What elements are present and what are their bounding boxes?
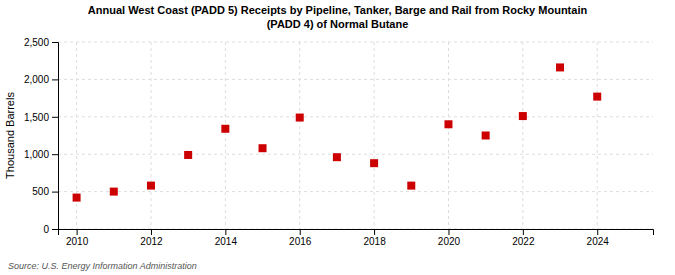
y-axis-label: Thousand Barrels (4, 92, 16, 179)
tick-mark (448, 229, 449, 235)
point (482, 132, 490, 140)
tick-mark (77, 229, 78, 235)
tick: 2,500 (24, 37, 58, 48)
tick: 2020 (438, 229, 461, 247)
point (296, 114, 304, 122)
title-line: (PADD 4) of Normal Butane (267, 18, 409, 30)
tick-mark (52, 79, 58, 80)
tick-label: 2012 (140, 236, 163, 247)
grid-line (299, 42, 300, 229)
grid-line (150, 42, 151, 229)
point (370, 159, 378, 167)
tick: 1,000 (24, 149, 58, 160)
point (259, 144, 267, 152)
tick-label: 2016 (289, 236, 312, 247)
tick-mark (52, 192, 58, 193)
point (147, 182, 155, 190)
chart: Annual West Coast (PADD 5) Receipts by P… (0, 0, 675, 275)
tick-mark (597, 229, 598, 235)
tick-label: 2010 (66, 236, 89, 247)
tick: 2016 (289, 229, 312, 247)
tick-mark (300, 229, 301, 235)
axis-line (52, 43, 59, 230)
tick-label: 2018 (363, 236, 386, 247)
tick-mark (52, 229, 58, 230)
tick-label: 2,500 (24, 37, 49, 48)
tick-mark (374, 229, 375, 235)
grid-line (374, 42, 375, 229)
tick-mark (52, 154, 58, 155)
tick: 500 (32, 186, 58, 197)
tick-label: 2024 (587, 236, 610, 247)
point (221, 125, 229, 133)
points (73, 63, 602, 201)
tick: 2018 (363, 229, 386, 247)
tick-mark (52, 117, 58, 118)
tick-mark (151, 229, 152, 235)
tick-label: 1,000 (24, 149, 49, 160)
axis-line (59, 230, 654, 236)
tick-label: 0 (43, 224, 49, 235)
point (519, 112, 527, 120)
tick: 1,500 (24, 112, 58, 123)
tick-label: 2,000 (24, 74, 49, 85)
title-line: Annual West Coast (PADD 5) Receipts by P… (88, 4, 588, 16)
grid-line (58, 154, 653, 155)
grid-line (597, 42, 598, 229)
tick: 2012 (140, 229, 163, 247)
plot: 2010 2012 2014 2016 2018 2020 2022 2024 0 500 1,00… (24, 37, 654, 247)
tick-mark (523, 229, 524, 235)
title: Annual West Coast (PADD 5) Receipts by P… (88, 4, 588, 30)
tick: 2010 (66, 229, 89, 247)
tick-mark (52, 42, 58, 43)
tick-label: 2022 (512, 236, 535, 247)
tick-label: 1,500 (24, 112, 49, 123)
point (184, 151, 192, 159)
tick: 2024 (587, 229, 610, 247)
grid-line (225, 42, 226, 229)
point (444, 120, 452, 128)
tick-label: 2014 (215, 236, 238, 247)
tick-label: 500 (32, 186, 49, 197)
annotation: Source: U.S. Energy Information Administ… (8, 261, 197, 271)
grid-line (58, 191, 653, 192)
grid-line (58, 79, 653, 80)
point (556, 63, 564, 71)
grid-line (522, 42, 523, 229)
point (407, 182, 415, 190)
tick: 0 (43, 224, 58, 235)
point (110, 188, 118, 196)
grid-line (58, 42, 653, 43)
point (333, 153, 341, 161)
grid (58, 42, 653, 229)
tick-label: 2020 (438, 236, 461, 247)
tick-mark (225, 229, 226, 235)
y-axis: 0 500 1,000 1,500 2,000 2,500 (24, 37, 59, 235)
tick: 2,000 (24, 74, 58, 85)
point (73, 194, 81, 202)
x-axis: 2010 2012 2014 2016 2018 2020 2022 2024 (59, 229, 654, 247)
grid-line (58, 116, 653, 117)
point (593, 93, 601, 101)
tick: 2022 (512, 229, 535, 247)
grid-line (448, 42, 449, 229)
tick: 2014 (215, 229, 238, 247)
